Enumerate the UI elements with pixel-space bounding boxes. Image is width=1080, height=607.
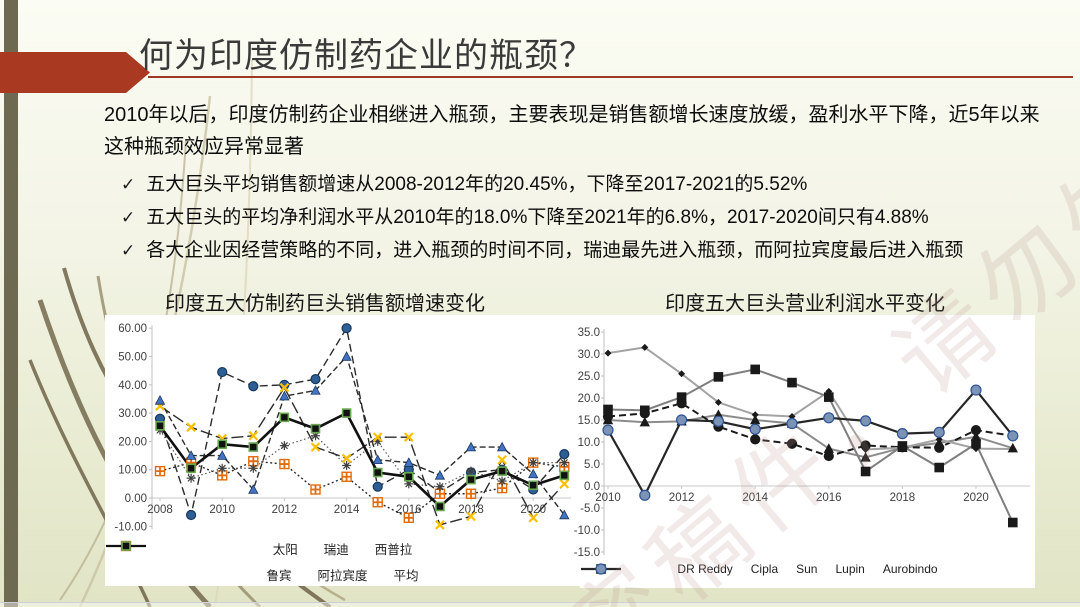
svg-text:2010: 2010 bbox=[595, 492, 621, 504]
svg-text:-10.0: -10.0 bbox=[574, 525, 600, 537]
left-accent-bar bbox=[4, 0, 18, 607]
svg-text:-5.0: -5.0 bbox=[580, 503, 600, 515]
check-icon: ✓ bbox=[121, 208, 136, 227]
legend-label: Cipla bbox=[750, 562, 779, 576]
title-banner-arrow-icon bbox=[0, 52, 150, 93]
svg-text:-10.00: -10.00 bbox=[114, 521, 147, 533]
legend-item: Lupin bbox=[581, 562, 865, 576]
bullet-text: 五大巨头平均销售额增速从2008-2012年的20.45%，下降至2017-20… bbox=[146, 174, 808, 195]
legend-label: Lupin bbox=[835, 562, 865, 576]
svg-text:35.0: 35.0 bbox=[578, 327, 600, 339]
bullet-item: ✓ 各大企业因经营策略的不同，进入瓶颈的时间不同，瑞迪最先进入瓶颈，而阿拉宾度最… bbox=[121, 239, 1031, 262]
legend-marker-icon bbox=[581, 563, 621, 575]
svg-text:30.0: 30.0 bbox=[578, 349, 600, 361]
legend-item: DR Reddy bbox=[581, 562, 733, 576]
legend-item: 鲁宾 bbox=[106, 541, 292, 584]
svg-text:2014: 2014 bbox=[742, 492, 768, 504]
page-title: 何为印度仿制药企业的瓶颈？ bbox=[139, 38, 594, 75]
svg-text:2020: 2020 bbox=[520, 504, 546, 516]
check-icon: ✓ bbox=[121, 241, 136, 260]
svg-text:20.0: 20.0 bbox=[578, 393, 600, 405]
svg-text:25.0: 25.0 bbox=[578, 371, 600, 383]
legend-label: 鲁宾 bbox=[266, 569, 292, 583]
svg-text:20.00: 20.00 bbox=[118, 436, 147, 448]
svg-text:50.00: 50.00 bbox=[118, 352, 147, 364]
svg-text:2012: 2012 bbox=[669, 492, 695, 504]
legend-item: 太阳 bbox=[106, 539, 298, 558]
svg-text:2010: 2010 bbox=[209, 504, 235, 516]
svg-text:2020: 2020 bbox=[963, 492, 989, 504]
svg-text:0.0: 0.0 bbox=[584, 481, 600, 493]
legend-label: DR Reddy bbox=[677, 562, 733, 576]
check-icon: ✓ bbox=[121, 175, 136, 194]
legend-row: DR Reddy Cipla Sun Lupin Aurobindo bbox=[581, 562, 938, 576]
sales-growth-chart-panel: 60.00 50.00 40.00 30.00 20.00 10.00 0.00 -10.00… bbox=[105, 315, 580, 586]
legend-label: Aurobindo bbox=[882, 562, 938, 576]
bullet-item: ✓ 五大巨头的平均净利润水平从2010年的18.0%下降至2021年的6.8%，… bbox=[121, 206, 1031, 229]
bullet-item: ✓ 五大巨头平均销售额增速从2008-2012年的20.45%，下降至2017-… bbox=[121, 173, 1031, 196]
svg-text:10.0: 10.0 bbox=[578, 437, 600, 449]
svg-text:2014: 2014 bbox=[334, 504, 360, 516]
legend-label: Sun bbox=[796, 562, 818, 576]
legend-item: 平均 bbox=[106, 541, 419, 584]
svg-text:40.00: 40.00 bbox=[118, 380, 147, 392]
svg-text:2016: 2016 bbox=[816, 492, 842, 504]
legend-label: 西普拉 bbox=[374, 543, 413, 557]
legend-marker-icon bbox=[106, 541, 146, 551]
intro-paragraph: 2010年以后，印度仿制药企业相继进入瓶颈，主要表现是销售额增长速度放缓，盈利水… bbox=[104, 104, 1040, 158]
svg-text:2008: 2008 bbox=[147, 504, 173, 516]
bullet-text: 五大巨头的平均净利润水平从2010年的18.0%下降至2021年的6.8%，20… bbox=[146, 207, 929, 228]
bullet-list: ✓ 五大巨头平均销售额增速从2008-2012年的20.45%，下降至2017-… bbox=[121, 173, 1031, 262]
legend-row: 太阳 瑞迪 西普拉 bbox=[106, 539, 413, 558]
legend-label: 太阳 bbox=[272, 543, 298, 557]
legend-label: 平均 bbox=[393, 569, 419, 583]
legend-item: Aurobindo bbox=[581, 562, 938, 576]
svg-text:30.00: 30.00 bbox=[118, 408, 147, 420]
legend-item: 阿拉宾度 bbox=[106, 540, 368, 584]
profit-level-chart-legend: DR Reddy Cipla Sun Lupin Aurobindo bbox=[580, 562, 1035, 576]
legend-item: 西普拉 bbox=[106, 539, 413, 558]
legend-item: Sun bbox=[581, 562, 818, 576]
legend-row: 鲁宾 阿拉宾度 平均 bbox=[106, 540, 419, 584]
svg-text:2012: 2012 bbox=[272, 504, 298, 516]
svg-text:2018: 2018 bbox=[458, 504, 484, 516]
profit-level-chart: 35.0 30.0 25.0 20.0 15.0 10.0 5.0 0.0 -5.0 -10.0 -… bbox=[574, 327, 1030, 559]
legend-label: 瑞迪 bbox=[323, 543, 349, 557]
svg-text:5.0: 5.0 bbox=[584, 459, 600, 471]
svg-text:2018: 2018 bbox=[890, 492, 916, 504]
legend-item: Cipla bbox=[581, 562, 779, 576]
profit-level-chart-panel: 35.0 30.0 25.0 20.0 15.0 10.0 5.0 0.0 -5.0 -10.0 -… bbox=[574, 315, 1035, 588]
legend-label: 阿拉宾度 bbox=[317, 569, 368, 583]
legend-item: 瑞迪 bbox=[106, 539, 349, 558]
sales-growth-chart-title: 印度五大仿制药巨头销售额增速变化 bbox=[165, 293, 485, 315]
profit-level-chart-title: 印度五大巨头营业利润水平变化 bbox=[665, 293, 945, 315]
svg-text:-15.0: -15.0 bbox=[574, 547, 600, 559]
bottom-edge-strip bbox=[0, 602, 1080, 607]
bullet-text: 各大企业因经营策略的不同，进入瓶颈的时间不同，瑞迪最先进入瓶颈，而阿拉宾度最后进… bbox=[146, 240, 964, 261]
title-rule bbox=[148, 76, 1073, 78]
svg-text:60.00: 60.00 bbox=[118, 323, 147, 335]
svg-text:10.00: 10.00 bbox=[118, 465, 147, 477]
sales-growth-chart-legend: 太阳 瑞迪 西普拉鲁宾 阿拉宾度 平均 bbox=[105, 539, 580, 584]
svg-text:15.0: 15.0 bbox=[578, 415, 600, 427]
svg-text:0.00: 0.00 bbox=[125, 493, 147, 505]
